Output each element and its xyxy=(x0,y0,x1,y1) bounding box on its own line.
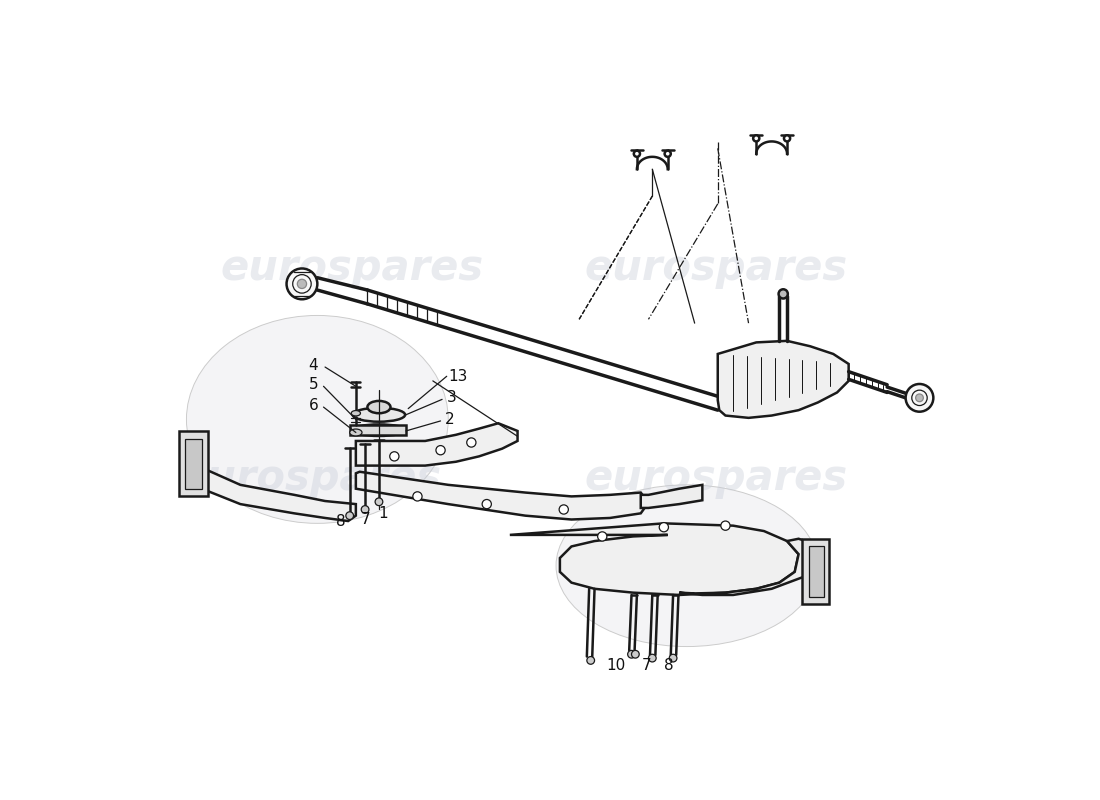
Circle shape xyxy=(649,654,656,662)
Text: 7: 7 xyxy=(361,512,370,527)
Circle shape xyxy=(905,384,933,412)
Circle shape xyxy=(634,150,640,157)
Text: 8: 8 xyxy=(663,658,673,674)
Text: 6: 6 xyxy=(309,398,318,413)
Circle shape xyxy=(628,650,636,658)
Ellipse shape xyxy=(352,425,406,436)
Circle shape xyxy=(466,438,476,447)
Text: 10: 10 xyxy=(606,658,626,674)
Polygon shape xyxy=(717,341,849,418)
Circle shape xyxy=(361,506,368,514)
Circle shape xyxy=(412,492,422,501)
Text: 1: 1 xyxy=(378,506,387,521)
Ellipse shape xyxy=(353,408,405,422)
Ellipse shape xyxy=(187,315,449,523)
Circle shape xyxy=(436,446,446,455)
Circle shape xyxy=(659,522,669,532)
Circle shape xyxy=(297,279,307,289)
Circle shape xyxy=(720,521,730,530)
Circle shape xyxy=(559,505,569,514)
Text: eurospares: eurospares xyxy=(178,457,441,499)
Text: 3: 3 xyxy=(447,390,456,406)
Circle shape xyxy=(779,290,788,298)
Circle shape xyxy=(669,654,676,662)
Polygon shape xyxy=(803,538,829,604)
Polygon shape xyxy=(356,472,649,519)
Circle shape xyxy=(389,452,399,461)
Circle shape xyxy=(754,135,759,142)
Polygon shape xyxy=(808,546,824,597)
Polygon shape xyxy=(356,423,517,466)
Circle shape xyxy=(586,657,595,664)
Circle shape xyxy=(597,532,607,541)
Polygon shape xyxy=(640,485,703,508)
Circle shape xyxy=(664,150,671,157)
Text: eurospares: eurospares xyxy=(584,247,848,290)
Circle shape xyxy=(915,394,923,402)
Ellipse shape xyxy=(350,429,362,436)
Circle shape xyxy=(375,498,383,506)
Polygon shape xyxy=(510,523,799,595)
Ellipse shape xyxy=(351,410,361,416)
Text: 4: 4 xyxy=(309,358,318,373)
Polygon shape xyxy=(185,438,202,489)
Circle shape xyxy=(784,135,790,142)
Polygon shape xyxy=(350,425,406,435)
Polygon shape xyxy=(178,431,208,496)
Text: 7: 7 xyxy=(642,658,651,674)
Circle shape xyxy=(482,499,492,509)
Text: eurospares: eurospares xyxy=(220,247,484,290)
Text: 5: 5 xyxy=(309,378,318,392)
Ellipse shape xyxy=(557,485,818,646)
Circle shape xyxy=(345,512,353,519)
Polygon shape xyxy=(202,435,356,521)
Text: eurospares: eurospares xyxy=(584,457,848,499)
Circle shape xyxy=(287,269,318,299)
Polygon shape xyxy=(680,538,820,595)
Text: 8: 8 xyxy=(336,514,345,529)
Text: 13: 13 xyxy=(449,369,468,384)
Circle shape xyxy=(631,650,639,658)
Ellipse shape xyxy=(367,401,390,414)
Text: 2: 2 xyxy=(444,412,454,427)
